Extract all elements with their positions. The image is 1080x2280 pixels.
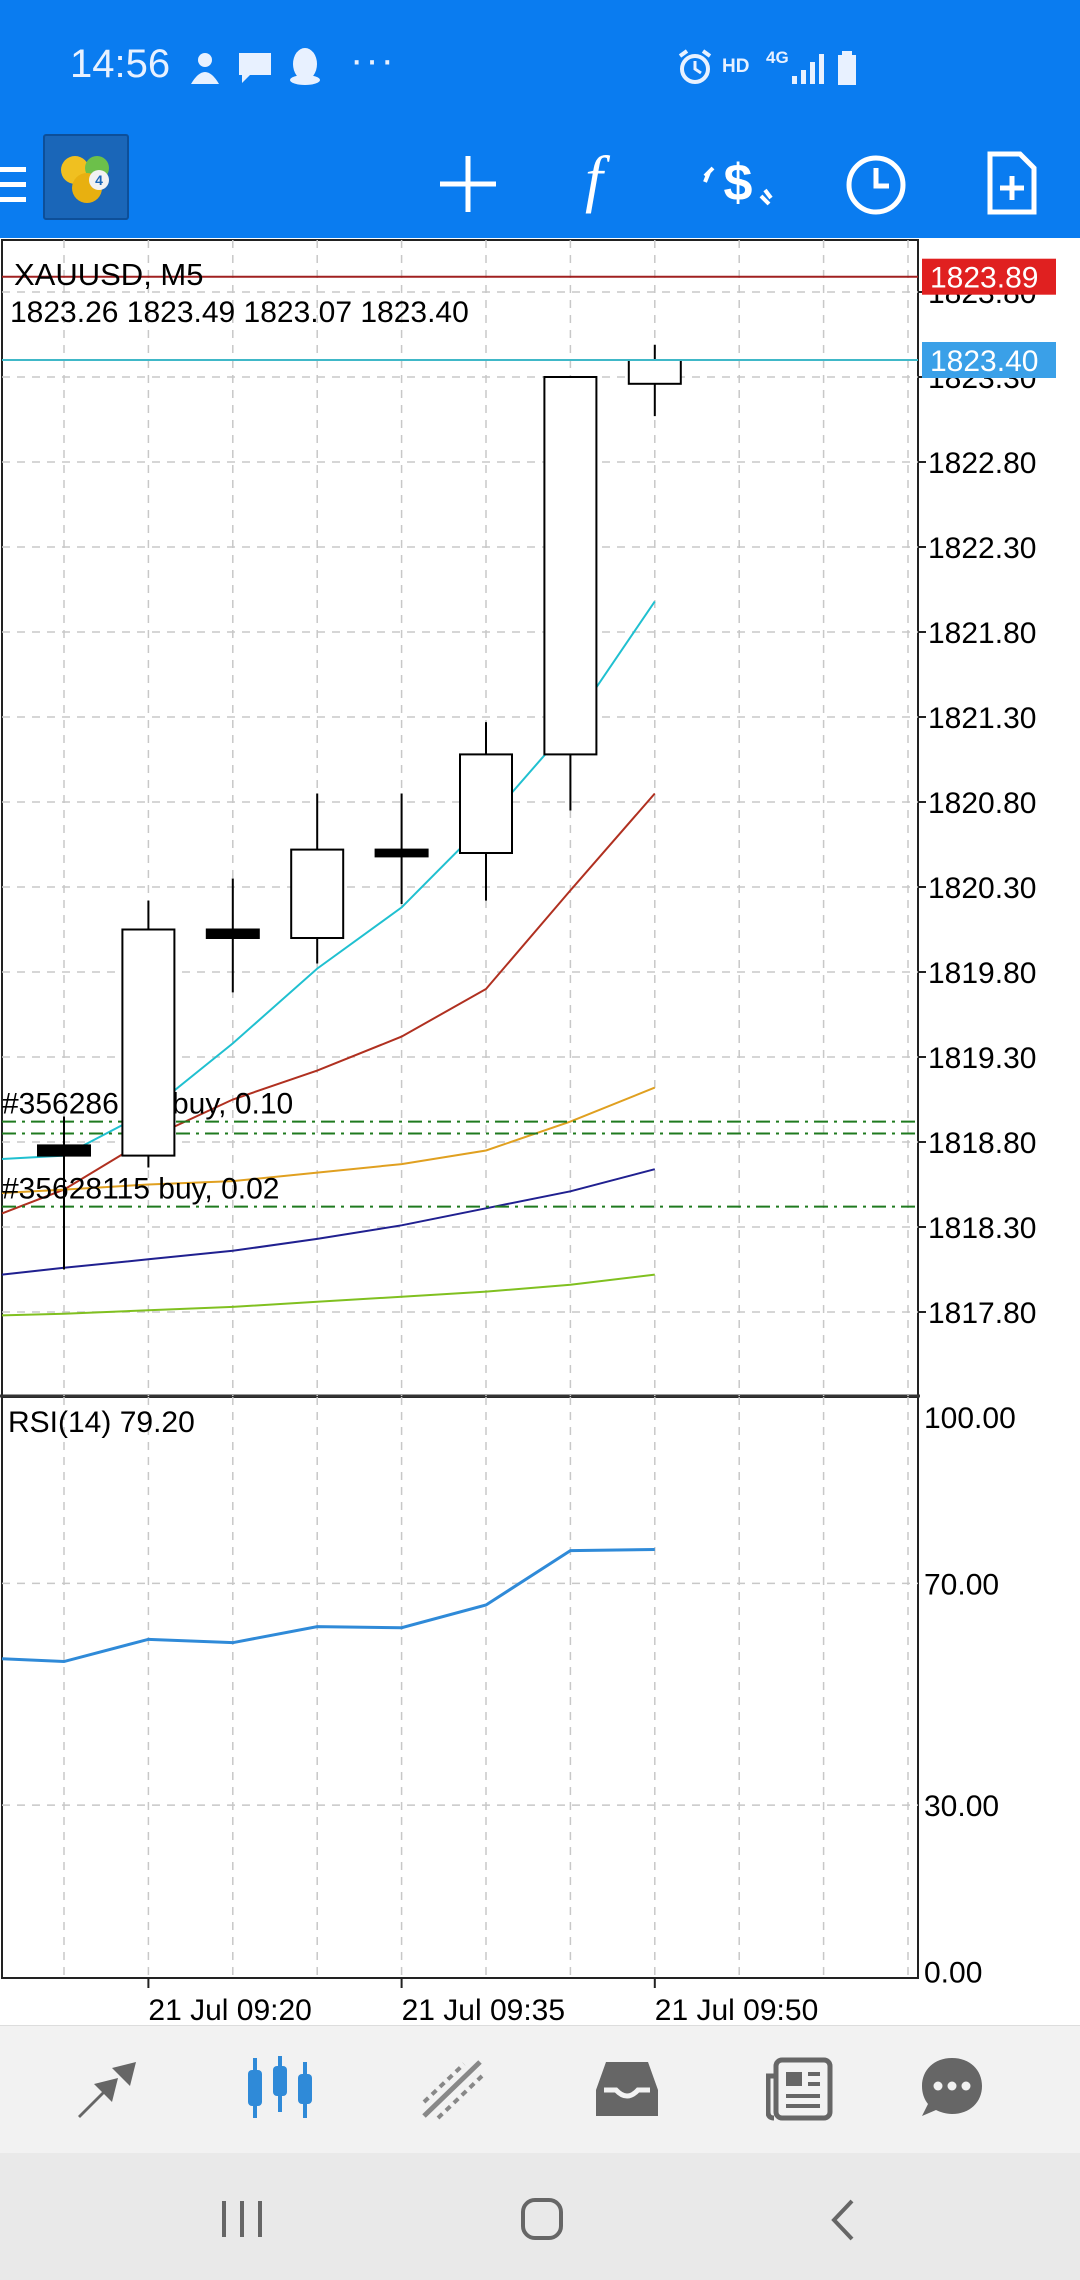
rsi-axis-label: 0.00 [924, 1957, 982, 1990]
price-axis-label: 1819.30 [928, 1042, 1036, 1075]
candle-body [374, 848, 429, 858]
svg-text:4: 4 [95, 172, 103, 188]
rsi-chart-frame [1, 1396, 919, 1979]
bid-price-tag [922, 342, 1056, 378]
price-axis-label: 1822.80 [928, 447, 1036, 480]
chart-toolbar: 4 f $ [0, 132, 1080, 238]
candle [374, 793, 429, 904]
chat-tab-icon[interactable] [918, 2054, 986, 2122]
bottom-navigation [0, 2025, 1080, 2154]
chart-symbol-label: XAUUSD, M5 [14, 257, 204, 292]
rsi-axis-label: 30.00 [924, 1790, 999, 1823]
battery-icon [838, 51, 856, 85]
indicators-icon[interactable]: f [585, 143, 603, 214]
price-axis-label: 1820.80 [928, 787, 1036, 820]
price-axis-label: 1822.30 [928, 532, 1036, 565]
price-axis-label: 1819.80 [928, 957, 1036, 990]
ma-line-cyan [1, 600, 656, 1160]
order-label-1-detail: buy, 0.10 [172, 1088, 293, 1121]
trade-tab-icon[interactable] [420, 2056, 486, 2122]
candle [290, 793, 345, 964]
network-hd-label: HD [722, 56, 750, 77]
recent-apps-icon[interactable] [220, 2199, 264, 2239]
candle-body [205, 928, 260, 939]
order-label-2: #35628115 buy, 0.02 [2, 1173, 279, 1206]
history-tab-icon[interactable] [594, 2058, 660, 2120]
trade-icon[interactable]: $ [703, 150, 773, 216]
ask-price-label: 1823.89 [930, 262, 1038, 295]
ma-line-red [1, 792, 656, 1215]
ma-line-orange [1, 1086, 656, 1194]
home-icon[interactable] [520, 2197, 564, 2241]
chart-tab-icon[interactable] [244, 2052, 316, 2124]
ask-price-tag [922, 258, 1056, 295]
candle-body [290, 848, 345, 939]
candle [121, 900, 176, 1168]
more-dots-icon: ··· [350, 38, 396, 82]
price-axis-label: 1821.80 [928, 617, 1036, 650]
candle [543, 376, 598, 811]
menu-icon[interactable] [0, 157, 28, 213]
candle-body [121, 928, 176, 1157]
candle-body [37, 1144, 91, 1157]
rsi-axis-label: 100.00 [924, 1402, 1016, 1435]
ma-line-green [1, 1273, 655, 1317]
candle [627, 344, 682, 417]
timeframe-icon[interactable] [845, 154, 907, 216]
candle [205, 878, 260, 993]
ma-line-navy [1, 1168, 656, 1276]
candle-body [459, 753, 513, 855]
crosshair-icon[interactable] [438, 154, 498, 214]
price-axis-label: 1821.30 [928, 702, 1036, 735]
network-type-label: 4G [766, 48, 789, 67]
person-notification-icon [191, 53, 219, 84]
candle-body [627, 359, 682, 385]
status-bar: 14:56 ··· HD 4G [0, 0, 1080, 132]
svg-text:$: $ [724, 154, 753, 212]
price-axis-label: 1820.30 [928, 872, 1036, 905]
qq-icon [290, 48, 320, 85]
candle-body [543, 376, 598, 756]
system-navigation-bar [0, 2153, 1080, 2280]
bid-price-label: 1823.40 [930, 345, 1038, 378]
time-axis-label: 21 Jul 09:50 [655, 1994, 818, 2025]
time-axis-label: 21 Jul 09:35 [402, 1994, 565, 2025]
quotes-tab-icon[interactable] [72, 2058, 142, 2122]
rsi-line [1, 1548, 655, 1664]
candle [459, 722, 513, 901]
chart-ohlc-label: 1823.26 1823.49 1823.07 1823.40 [10, 296, 469, 329]
price-axis-label: 1818.80 [928, 1127, 1036, 1160]
objects-icon[interactable] [986, 150, 1038, 216]
chat-notification-icon [239, 53, 271, 83]
rsi-axis-label: 70.00 [924, 1568, 999, 1601]
signal-icon [792, 54, 824, 84]
back-icon[interactable] [828, 2197, 858, 2243]
status-time: 14:56 [70, 42, 171, 86]
chart-canvas[interactable]: 1823.801823.301822.801822.301821.801821.… [0, 238, 1080, 2025]
rsi-label: RSI(14) 79.20 [8, 1406, 195, 1439]
price-axis-label: 1817.80 [928, 1297, 1036, 1330]
candle [37, 1116, 91, 1270]
news-tab-icon[interactable] [766, 2056, 834, 2122]
time-axis-label: 21 Jul 09:20 [148, 1994, 311, 2025]
price-axis-label: 1818.30 [928, 1212, 1036, 1245]
order-label-1: #356286 [2, 1088, 119, 1121]
alarm-icon [678, 49, 712, 84]
metatrader-logo[interactable]: 4 [43, 134, 129, 220]
